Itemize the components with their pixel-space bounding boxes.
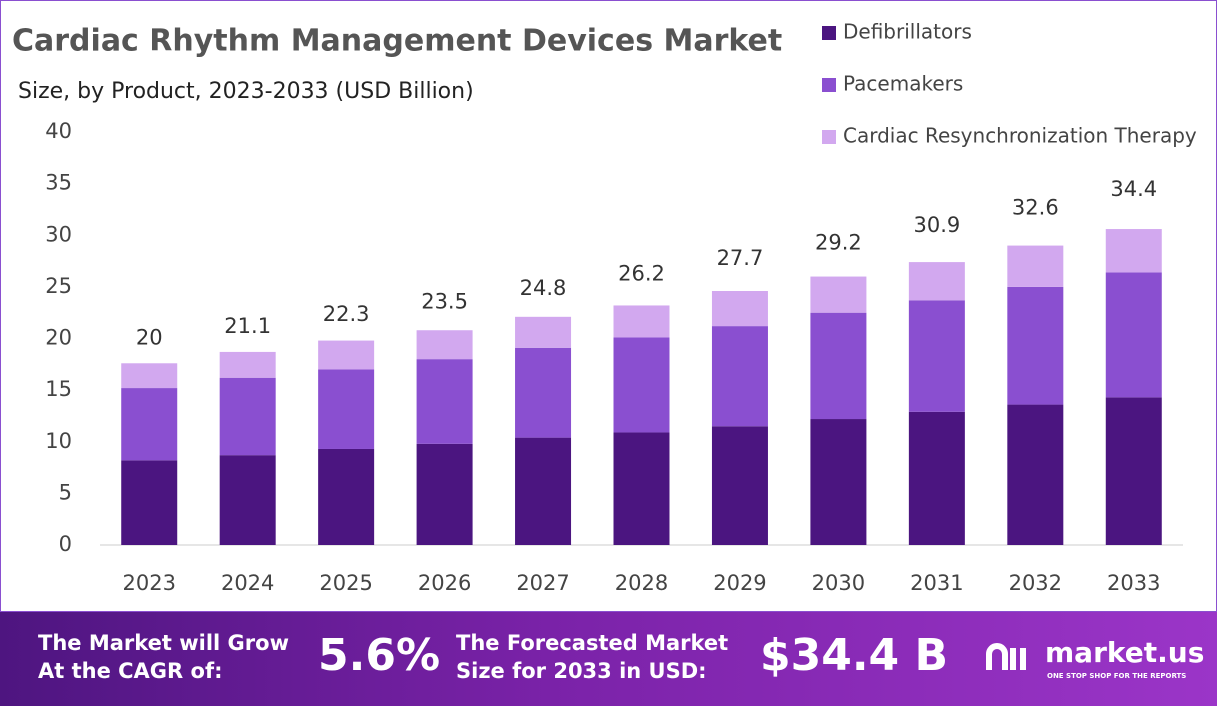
bar-segment bbox=[318, 340, 375, 370]
bar-segment bbox=[908, 300, 965, 412]
bar-segment bbox=[810, 312, 867, 420]
bar-segment bbox=[219, 377, 276, 456]
total-label: 22.3 bbox=[323, 302, 370, 326]
forecast-value: $34.4 B bbox=[760, 630, 949, 681]
bar-segment bbox=[515, 316, 572, 348]
chart: Cardiac Rhythm Management Devices Market… bbox=[0, 0, 1217, 612]
chart-subtitle: Size, by Product, 2023-2033 (USD Billion… bbox=[18, 79, 474, 104]
bar-segment bbox=[318, 448, 375, 545]
forecast-text: The Forecasted Market Size for 2033 in US… bbox=[456, 629, 728, 685]
total-label: 23.5 bbox=[421, 289, 468, 313]
legend-swatch bbox=[822, 26, 836, 40]
forecast-line: Size for 2033 in USD: bbox=[456, 659, 707, 683]
x-tick-label: 2026 bbox=[418, 571, 471, 595]
total-label: 27.7 bbox=[717, 246, 764, 270]
y-tick-label: 10 bbox=[45, 429, 72, 453]
legend-label: Cardiac Resynchronization Therapy bbox=[843, 124, 1197, 148]
bar-segment bbox=[121, 363, 178, 389]
x-tick-label: 2032 bbox=[1009, 571, 1062, 595]
total-label: 34.4 bbox=[1110, 177, 1157, 201]
legend-label: Pacemakers bbox=[843, 72, 963, 96]
chart-title: Cardiac Rhythm Management Devices Market bbox=[12, 24, 782, 59]
legend-swatch bbox=[822, 78, 836, 92]
total-label: 30.9 bbox=[913, 213, 960, 237]
bar-segment bbox=[711, 426, 768, 545]
total-label: 20 bbox=[136, 326, 163, 350]
bar-segment bbox=[1105, 397, 1162, 545]
total-label: 21.1 bbox=[224, 314, 271, 338]
y-tick-label: 15 bbox=[45, 377, 72, 401]
bar-segment bbox=[416, 359, 473, 444]
y-tick-label: 40 bbox=[45, 119, 72, 143]
total-label: 32.6 bbox=[1012, 195, 1059, 219]
y-tick-label: 5 bbox=[59, 480, 72, 504]
bar-segment bbox=[1105, 229, 1162, 273]
x-tick-label: 2023 bbox=[123, 571, 176, 595]
brand-logo bbox=[986, 643, 1026, 670]
bar-segment bbox=[1007, 286, 1064, 405]
x-tick-label: 2030 bbox=[812, 571, 865, 595]
bar-segment bbox=[908, 262, 965, 301]
x-tick-label: 2031 bbox=[910, 571, 963, 595]
y-tick-label: 30 bbox=[45, 222, 72, 246]
bar-segment bbox=[613, 432, 670, 545]
y-tick-label: 35 bbox=[45, 171, 72, 195]
cagr-text: The Market will Grow At the CAGR of: bbox=[38, 629, 289, 685]
bar-segment bbox=[908, 411, 965, 545]
bar-segment bbox=[515, 347, 572, 438]
cagr-line: At the CAGR of: bbox=[38, 659, 223, 683]
bar-segment bbox=[121, 388, 178, 461]
bar-segment bbox=[515, 437, 572, 545]
bar-segment bbox=[416, 330, 473, 360]
y-tick-label: 0 bbox=[59, 532, 72, 556]
total-label: 24.8 bbox=[520, 276, 567, 300]
bar-segment bbox=[219, 455, 276, 545]
x-tick-label: 2024 bbox=[221, 571, 274, 595]
tagline: ONE STOP SHOP FOR THE REPORTS bbox=[1047, 672, 1187, 680]
cagr-value: 5.6% bbox=[318, 630, 441, 681]
footer: The Market will Grow At the CAGR of: 5.6%… bbox=[0, 612, 1217, 706]
bar-segment bbox=[711, 326, 768, 427]
bar-segment bbox=[1007, 404, 1064, 545]
total-label: 26.2 bbox=[618, 261, 665, 285]
bar-segment bbox=[1007, 245, 1064, 287]
bar-segment bbox=[1105, 272, 1162, 398]
bar-segment bbox=[613, 337, 670, 433]
brand: market.us bbox=[1045, 636, 1205, 669]
bar-segment bbox=[613, 305, 670, 338]
total-label: 29.2 bbox=[815, 231, 862, 255]
bar-segment bbox=[810, 276, 867, 313]
bar-segment bbox=[810, 419, 867, 545]
cagr-line: The Market will Grow bbox=[38, 631, 289, 655]
legend-swatch bbox=[822, 130, 836, 144]
x-tick-label: 2027 bbox=[516, 571, 569, 595]
bar-segment bbox=[318, 369, 375, 449]
x-tick-label: 2028 bbox=[615, 571, 668, 595]
x-tick-label: 2029 bbox=[713, 571, 766, 595]
bar-segment bbox=[711, 291, 768, 327]
x-tick-label: 2033 bbox=[1107, 571, 1160, 595]
y-tick-label: 25 bbox=[45, 274, 72, 298]
bar-segment bbox=[416, 443, 473, 545]
forecast-line: The Forecasted Market bbox=[456, 631, 729, 655]
legend-label: Defibrillators bbox=[843, 20, 972, 44]
bar-segment bbox=[219, 351, 276, 378]
x-tick-label: 2025 bbox=[319, 571, 372, 595]
y-tick-label: 20 bbox=[45, 326, 72, 350]
bar-segment bbox=[121, 460, 178, 545]
